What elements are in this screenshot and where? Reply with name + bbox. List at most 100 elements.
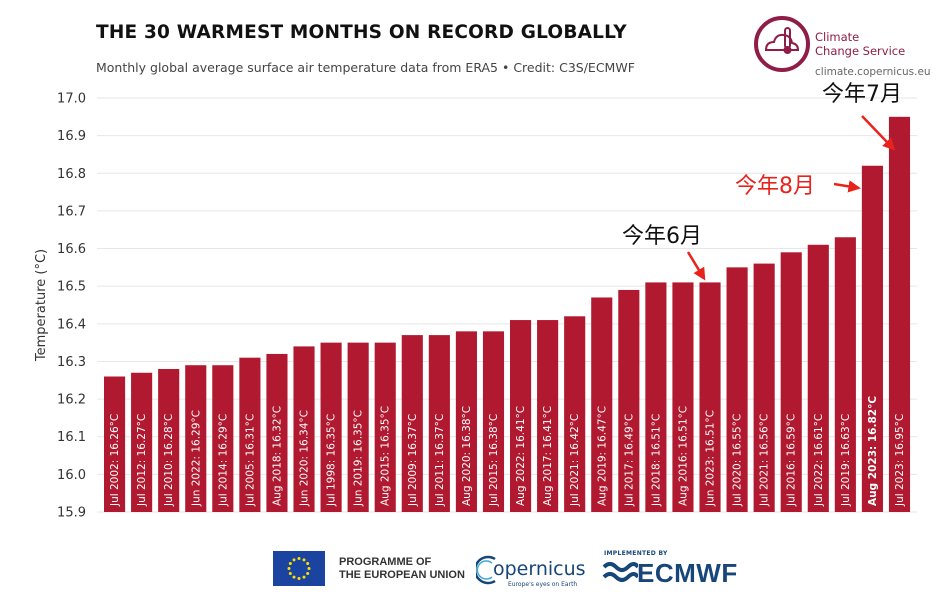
bar-layer: Jul 2002: 16.26°C Jul 2012: 16.27°C Jul 20… [104,116,911,513]
bar-label: Jul 2014: 16.29°C [217,414,229,507]
y-tick-label: 16.5 [57,280,86,295]
eu-star [306,562,310,565]
copernicus-wordmark: opernicus [493,558,586,580]
bar[interactable] [780,252,802,513]
bar[interactable] [347,342,369,512]
bar[interactable] [888,116,911,513]
bar[interactable] [510,320,532,512]
eu-star [306,572,310,575]
bar[interactable] [807,244,829,513]
ecmwf-wave-icon [602,562,638,582]
bar[interactable] [428,335,450,512]
bar-label: Aug 2016: 16.51°C [677,406,689,506]
bar[interactable] [591,297,613,512]
bar-label: Aug 2018: 16.32°C [271,406,283,506]
bar-label: Jul 2002: 16.26°C [109,414,121,507]
annotation-arrow [861,115,896,151]
bar[interactable] [212,365,234,512]
y-tick-label: 16.6 [57,242,86,257]
bar[interactable] [564,316,586,512]
bar-label: Jul 2019: 16.63°C [840,414,852,507]
thermometer-cloud-icon [754,16,810,72]
bar-label: Aug 2020: 16.38°C [461,406,473,506]
eu-star [302,575,306,579]
eu-star [288,562,292,565]
ecmwf-implemented-label: IMPLEMENTED BY [604,550,668,557]
y-tick-label: 17.0 [57,92,86,107]
bar[interactable] [374,342,396,512]
bar[interactable] [185,365,207,512]
bar[interactable] [861,165,883,512]
bar[interactable] [158,368,180,512]
y-axis: 15.9 16.0 16.1 16.2 16.3 16.4 16.5 16.6 16.7 16.8… [34,92,86,521]
bar-label: Aug 2022: 16.41°C [515,406,527,506]
bar-label: Jul 2010: 16.28°C [163,414,175,507]
bar[interactable] [266,353,288,512]
bar[interactable] [482,331,505,512]
y-tick-label: 16.0 [57,468,86,483]
eu-star [292,558,296,562]
y-tick-label: 16.7 [57,204,86,219]
eu-star [292,575,296,579]
bar[interactable] [455,331,477,512]
bar-label: Jul 2016: 16.59°C [786,414,798,507]
c3s-url[interactable]: climate.copernicus.eu [815,66,931,78]
ecmwf-wordmark: ECMWF [637,558,738,588]
annotation-label: 今年8月 [735,174,815,199]
bar-label: Jul 2011: 16.37°C [434,414,446,507]
bar[interactable] [104,376,126,512]
bar-label: Jun 2022: 16.29°C [190,410,202,507]
bar[interactable] [401,335,423,512]
bar-label: Jul 2022: 16.61°C [813,414,825,507]
y-tick-label: 16.1 [57,430,86,445]
bar-label: Jul 2020: 16.55°C [732,414,744,507]
annotation-layer: 今年6月 今年8月 今年7月 [622,82,902,281]
eu-star [302,558,306,562]
bar[interactable] [726,267,748,512]
y-tick-label: 16.3 [57,355,86,370]
copernicus-c-icon [476,555,496,585]
bar-label: Jul 2018: 16.51°C [650,414,662,507]
y-tick-label: 16.2 [57,393,86,408]
bar[interactable] [293,346,315,512]
bar-label: Jun 2019: 16.35°C [353,410,365,507]
y-tick-label: 16.9 [57,129,86,144]
annotation-label: 今年6月 [622,224,702,249]
bar[interactable] [834,237,856,512]
bar-label: Jul 2021: 16.56°C [759,414,771,507]
copernicus-tagline: Europe's eyes on Earth [508,581,578,588]
bar[interactable] [753,263,775,512]
bar[interactable] [320,342,342,512]
bar-label: Jul 2015: 16.38°C [488,414,500,507]
eu-star [307,567,311,570]
bar-label: Jul 2023: 16.95°C [894,414,906,507]
grid-layer [97,97,917,513]
bar-label: Jun 2023: 16.51°C [705,410,717,507]
annotation-arrow [833,180,861,193]
bar[interactable] [131,372,153,512]
eu-star [297,557,301,560]
bar-label: Aug 2019: 16.47°C [596,406,608,506]
y-axis-label: Temperature (°C) [34,249,49,362]
eu-star [297,577,301,580]
eu-star [288,572,292,575]
bar[interactable] [672,282,694,512]
bar-label: Jul 1998: 16.35°C [326,414,338,507]
bar-label: Jul 2005: 16.31°C [244,414,256,507]
bar[interactable] [699,282,721,512]
c3s-logo[interactable]: Climate Change Service climate.copernicu… [752,14,931,80]
eu-programme-text: PROGRAMME OF THE EUROPEAN UNION [339,556,465,581]
c3s-brand-name: Climate Change Service [815,30,906,58]
eu-star [287,567,291,570]
bar-label: Jul 2009: 16.37°C [407,414,419,507]
bar-label: Aug 2017: 16.41°C [542,406,554,506]
bar-label: Jul 2017: 16.49°C [623,414,635,507]
bar[interactable] [239,357,261,512]
bar[interactable] [645,282,667,512]
annotation-arrow [686,251,706,281]
y-tick-label: 16.8 [57,167,86,182]
annotation-label: 今年7月 [822,82,902,107]
bar[interactable] [618,289,640,512]
bar[interactable] [537,320,559,512]
